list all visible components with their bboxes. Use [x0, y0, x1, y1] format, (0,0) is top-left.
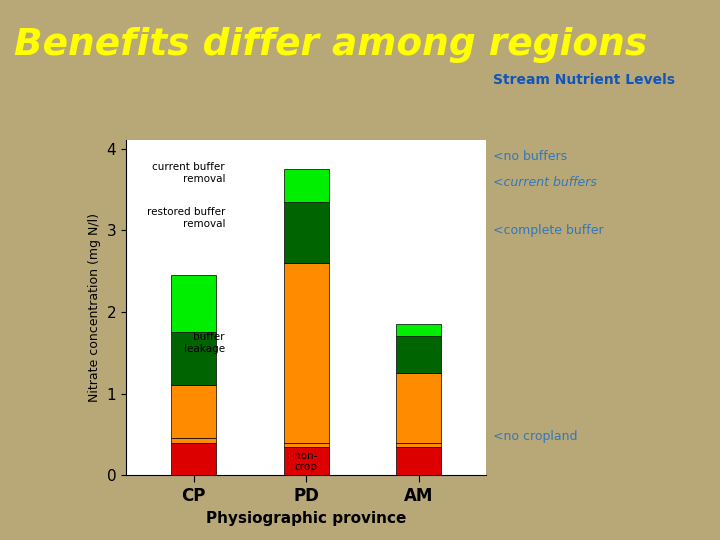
Bar: [171, 386, 216, 438]
Bar: [396, 324, 441, 336]
Text: buffer
leakage: buffer leakage: [184, 332, 225, 354]
X-axis label: Physiographic province: Physiographic province: [206, 510, 406, 525]
Bar: [396, 336, 441, 373]
Bar: [396, 447, 441, 475]
Bar: [284, 201, 328, 263]
Bar: [171, 275, 216, 332]
Text: <no cropland: <no cropland: [493, 429, 577, 442]
Text: Benefits differ among regions: Benefits differ among regions: [14, 27, 648, 63]
Text: restored buffer
removal: restored buffer removal: [147, 207, 225, 229]
Bar: [284, 263, 328, 443]
Y-axis label: Nitrate concentration (mg N/l): Nitrate concentration (mg N/l): [88, 213, 101, 402]
Bar: [284, 443, 328, 447]
Bar: [171, 443, 216, 475]
Text: non-
crop: non- crop: [294, 450, 318, 472]
Text: Stream Nutrient Levels: Stream Nutrient Levels: [493, 73, 675, 87]
Text: <complete buffer: <complete buffer: [493, 224, 604, 237]
Bar: [171, 438, 216, 443]
Bar: [396, 443, 441, 447]
Bar: [284, 169, 328, 201]
Text: <no buffers: <no buffers: [493, 150, 567, 163]
Bar: [284, 447, 328, 475]
Bar: [396, 373, 441, 443]
Bar: [171, 332, 216, 386]
Text: <current buffers: <current buffers: [493, 177, 597, 190]
Text: current buffer
removal: current buffer removal: [153, 162, 225, 184]
